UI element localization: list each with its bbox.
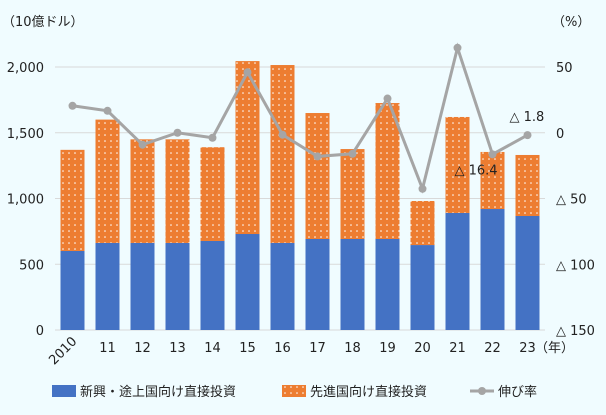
left-tick-label: 1,000 xyxy=(7,193,44,208)
right-tick-label: △ 150 xyxy=(556,324,595,339)
bar-advanced xyxy=(270,65,295,243)
bar-emerging xyxy=(340,239,365,330)
x-tick-label: 16 xyxy=(274,341,291,356)
growth-rate-point xyxy=(243,68,252,77)
x-tick-label: 12 xyxy=(134,341,151,356)
left-tick-label: 2,000 xyxy=(7,61,44,76)
bar-advanced xyxy=(95,119,120,243)
x-tick-label: 21 xyxy=(449,341,466,356)
growth-rate-point xyxy=(173,128,182,137)
bar-emerging xyxy=(200,240,225,330)
right-tick-label: 0 xyxy=(556,127,564,142)
legend-marker-growth xyxy=(478,387,486,395)
right-axis-unit: （%） xyxy=(552,15,590,30)
bar-emerging xyxy=(130,242,155,330)
x-tick-label: 19 xyxy=(379,341,396,356)
x-tick-label: 18 xyxy=(344,341,361,356)
x-tick-label: 22 xyxy=(484,341,501,356)
bar-emerging xyxy=(60,250,85,330)
x-tick-label: 17 xyxy=(309,341,326,356)
right-tick-label: 50 xyxy=(556,61,573,76)
x-tick-label: 20 xyxy=(414,341,431,356)
bar-advanced xyxy=(60,149,85,251)
bar-emerging xyxy=(95,242,120,330)
x-tick-label: 11 xyxy=(99,341,116,356)
growth-rate-point xyxy=(348,149,357,158)
bar-advanced xyxy=(375,103,400,240)
legend-label: 先進国向け直接投資 xyxy=(310,384,427,400)
growth-rate-point xyxy=(523,131,532,140)
x-tick-label: 2010 xyxy=(46,334,80,368)
bar-emerging xyxy=(165,242,190,330)
growth-rate-point xyxy=(418,184,427,193)
bar-advanced xyxy=(130,139,155,243)
growth-rate-point xyxy=(138,140,147,149)
bar-advanced xyxy=(515,154,540,216)
right-tick-label: △ 50 xyxy=(556,193,587,208)
legend-label: 新興・途上国向け直接投資 xyxy=(80,384,236,400)
growth-rate-point xyxy=(208,133,217,142)
bar-emerging xyxy=(410,245,435,330)
bar-emerging xyxy=(515,215,540,330)
bar-emerging xyxy=(445,212,470,330)
bar-emerging xyxy=(375,239,400,330)
x-tick-label: 23 xyxy=(519,341,536,356)
growth-rate-point xyxy=(103,106,112,115)
growth-rate-point xyxy=(68,101,77,110)
left-tick-label: 0 xyxy=(36,324,44,339)
legend-swatch-advanced xyxy=(282,385,306,397)
bar-advanced xyxy=(340,149,365,240)
right-tick-label: △ 100 xyxy=(556,258,595,273)
growth-rate-point xyxy=(453,43,462,52)
left-tick-label: 500 xyxy=(19,258,44,273)
growth-rate-point xyxy=(313,152,322,161)
x-tick-label: 13 xyxy=(169,341,186,356)
legend: 新興・途上国向け直接投資 先進国向け直接投資 伸び率 xyxy=(52,384,537,400)
data-label: △ 16.4 xyxy=(455,163,498,178)
left-axis-unit: （10億ドル） xyxy=(2,14,84,30)
bar-emerging xyxy=(235,234,260,330)
legend-label: 伸び率 xyxy=(498,384,537,400)
x-tick-label: 14 xyxy=(204,341,221,356)
bar-emerging xyxy=(305,239,330,330)
data-label: △ 1.8 xyxy=(510,110,545,125)
growth-rate-point xyxy=(278,130,287,139)
bar-advanced xyxy=(305,113,330,240)
x-tick-label: 15 xyxy=(239,341,256,356)
bar-emerging xyxy=(270,242,295,330)
bar-advanced xyxy=(480,151,505,210)
x-axis-label: （年） xyxy=(535,341,574,356)
bar-emerging xyxy=(480,209,505,330)
bar-advanced xyxy=(200,147,225,241)
growth-rate-point xyxy=(488,150,497,159)
bar-advanced xyxy=(410,200,435,246)
legend-swatch-emerging xyxy=(52,385,76,397)
left-tick-label: 1,500 xyxy=(7,127,44,142)
growth-rate-line xyxy=(72,42,529,194)
bar-advanced xyxy=(165,139,190,243)
bar-advanced xyxy=(445,116,470,213)
growth-rate-point xyxy=(383,94,392,103)
